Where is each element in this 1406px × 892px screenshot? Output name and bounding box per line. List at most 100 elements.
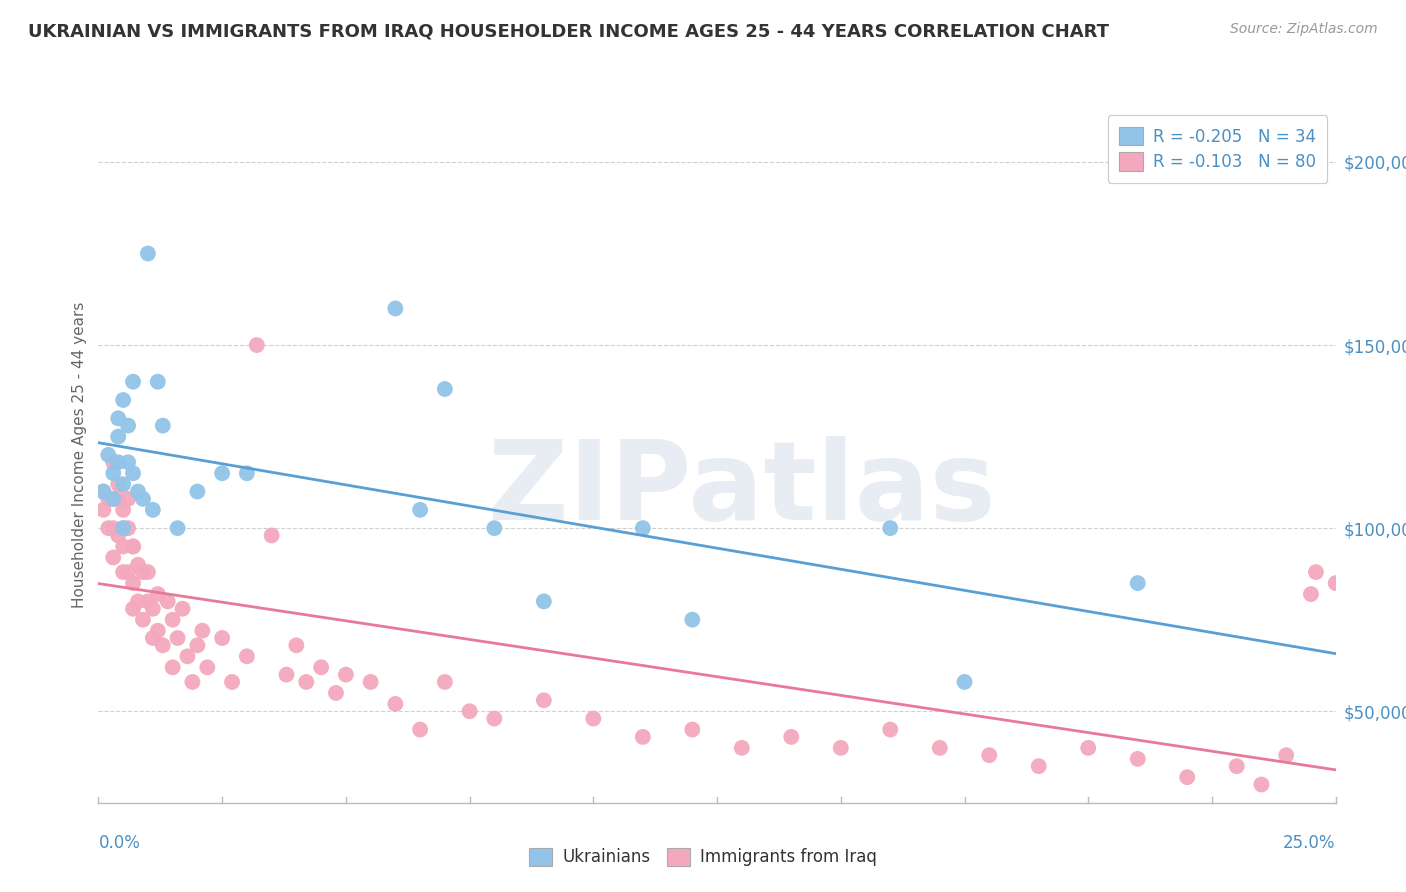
Point	[132, 491, 155, 506]
Point	[211, 467, 233, 481]
Point	[1299, 587, 1322, 601]
Point	[152, 638, 174, 652]
Point	[103, 550, 125, 565]
Point	[181, 675, 204, 690]
Point	[1275, 748, 1298, 763]
Point	[117, 455, 139, 469]
Point	[195, 660, 218, 674]
Point	[156, 594, 179, 608]
Point	[146, 587, 169, 601]
Point	[103, 491, 125, 506]
Point	[236, 467, 259, 481]
Point	[433, 382, 456, 396]
Point	[103, 455, 125, 469]
Point	[142, 503, 165, 517]
Point	[146, 624, 169, 638]
Point	[309, 660, 332, 674]
Point	[1305, 565, 1327, 579]
Point	[409, 503, 432, 517]
Text: 0.0%: 0.0%	[98, 834, 141, 852]
Point	[879, 521, 901, 535]
Point	[112, 392, 135, 407]
Point	[112, 521, 135, 535]
Point	[780, 730, 803, 744]
Legend: R = -0.205   N = 34, R = -0.103   N = 80: R = -0.205 N = 34, R = -0.103 N = 80	[1108, 115, 1327, 183]
Point	[117, 491, 139, 506]
Point	[631, 521, 654, 535]
Point	[127, 484, 149, 499]
Point	[260, 528, 283, 542]
Point	[97, 521, 120, 535]
Point	[103, 491, 125, 506]
Point	[93, 484, 115, 499]
Point	[1126, 752, 1149, 766]
Legend: Ukrainians, Immigrants from Iraq: Ukrainians, Immigrants from Iraq	[520, 839, 886, 875]
Point	[879, 723, 901, 737]
Point	[1028, 759, 1050, 773]
Point	[152, 418, 174, 433]
Point	[122, 467, 145, 481]
Point	[122, 540, 145, 554]
Point	[1077, 740, 1099, 755]
Point	[117, 565, 139, 579]
Point	[162, 613, 184, 627]
Point	[681, 723, 703, 737]
Point	[458, 704, 481, 718]
Point	[112, 477, 135, 491]
Point	[136, 565, 159, 579]
Point	[112, 565, 135, 579]
Point	[295, 675, 318, 690]
Point	[132, 613, 155, 627]
Point	[122, 601, 145, 615]
Text: UKRAINIAN VS IMMIGRANTS FROM IRAQ HOUSEHOLDER INCOME AGES 25 - 44 YEARS CORRELAT: UKRAINIAN VS IMMIGRANTS FROM IRAQ HOUSEH…	[28, 22, 1109, 40]
Text: Source: ZipAtlas.com: Source: ZipAtlas.com	[1230, 22, 1378, 37]
Point	[335, 667, 357, 681]
Point	[127, 594, 149, 608]
Point	[146, 375, 169, 389]
Point	[107, 429, 129, 443]
Point	[186, 638, 208, 652]
Point	[1324, 576, 1347, 591]
Point	[166, 631, 188, 645]
Point	[1175, 770, 1198, 784]
Point	[360, 675, 382, 690]
Point	[433, 675, 456, 690]
Point	[631, 730, 654, 744]
Point	[582, 712, 605, 726]
Point	[681, 613, 703, 627]
Point	[107, 455, 129, 469]
Point	[731, 740, 754, 755]
Point	[211, 631, 233, 645]
Point	[112, 521, 135, 535]
Point	[409, 723, 432, 737]
Point	[172, 601, 194, 615]
Point	[221, 675, 243, 690]
Point	[107, 528, 129, 542]
Point	[97, 491, 120, 506]
Point	[1250, 777, 1272, 791]
Point	[103, 467, 125, 481]
Point	[176, 649, 198, 664]
Point	[166, 521, 188, 535]
Point	[117, 521, 139, 535]
Point	[127, 558, 149, 572]
Point	[979, 748, 1001, 763]
Point	[93, 503, 115, 517]
Y-axis label: Householder Income Ages 25 - 44 years: Householder Income Ages 25 - 44 years	[72, 301, 87, 608]
Point	[285, 638, 308, 652]
Point	[533, 693, 555, 707]
Point	[953, 675, 976, 690]
Point	[830, 740, 852, 755]
Point	[132, 565, 155, 579]
Point	[384, 301, 406, 316]
Point	[136, 246, 159, 260]
Point	[162, 660, 184, 674]
Point	[325, 686, 347, 700]
Point	[246, 338, 269, 352]
Point	[484, 521, 506, 535]
Point	[112, 503, 135, 517]
Text: 25.0%: 25.0%	[1284, 834, 1336, 852]
Point	[117, 418, 139, 433]
Point	[142, 601, 165, 615]
Point	[533, 594, 555, 608]
